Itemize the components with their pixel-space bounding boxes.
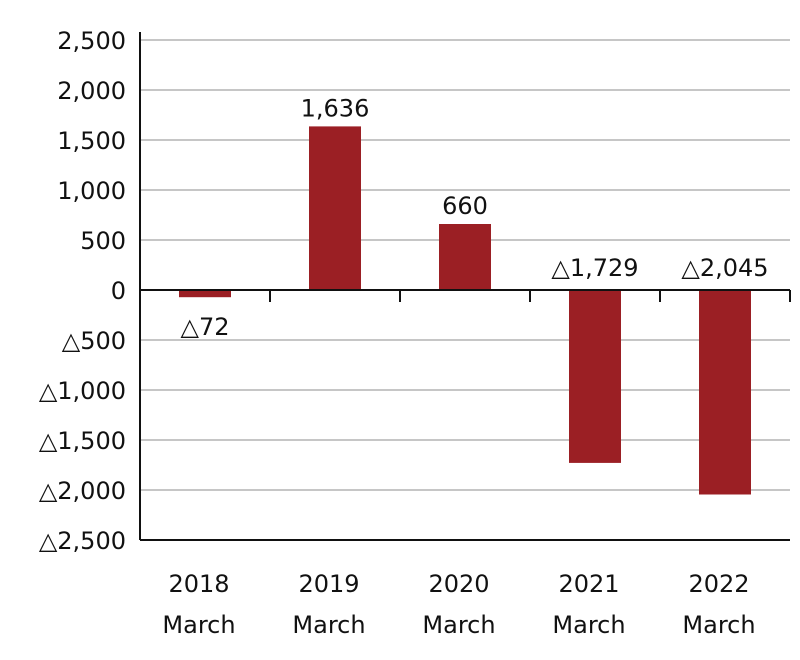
bar-2021 <box>569 290 621 463</box>
x-category-label: 2022 <box>688 570 749 598</box>
y-tick-label: △1,000 <box>39 377 126 405</box>
bar-2022 <box>699 290 751 495</box>
y-tick-label: 2,500 <box>57 27 126 55</box>
y-tick-label: △2,500 <box>39 527 126 555</box>
bar-2019 <box>309 126 361 291</box>
y-tick-label: △2,000 <box>39 477 126 505</box>
y-tick-label: 0 <box>111 277 126 305</box>
y-tick-label: 1,500 <box>57 127 126 155</box>
data-labels: △72 1,636 660 △1,729 △2,045 <box>181 94 769 341</box>
x-category-label: March <box>162 611 235 639</box>
bar-2020 <box>439 224 491 290</box>
x-category-label: 2021 <box>558 570 619 598</box>
y-tick-label: △500 <box>62 327 126 355</box>
y-tick-label: 1,000 <box>57 177 126 205</box>
y-tick-label: 2,000 <box>57 77 126 105</box>
x-category-label: 2019 <box>298 570 359 598</box>
data-label: △2,045 <box>681 254 768 282</box>
x-category-label: 2020 <box>428 570 489 598</box>
x-category-labels: 2018 March 2019 March 2020 March 2021 March 2022… <box>162 570 755 639</box>
bars <box>179 126 751 495</box>
y-tick-labels: 2,500 2,000 1,500 1,000 500 0 △500 △1,000 △1,500… <box>39 27 126 555</box>
x-category-label: March <box>292 611 365 639</box>
x-category-label: March <box>422 611 495 639</box>
axes <box>139 32 791 541</box>
data-label: 660 <box>442 192 488 220</box>
y-tick-label: 500 <box>80 227 126 255</box>
data-label: △72 <box>181 313 230 341</box>
x-category-label: 2018 <box>168 570 229 598</box>
y-tick-label: △1,500 <box>39 427 126 455</box>
x-category-label: March <box>682 611 755 639</box>
data-label: △1,729 <box>551 254 638 282</box>
x-category-label: March <box>552 611 625 639</box>
bar-2018 <box>179 290 231 298</box>
data-label: 1,636 <box>301 94 370 122</box>
